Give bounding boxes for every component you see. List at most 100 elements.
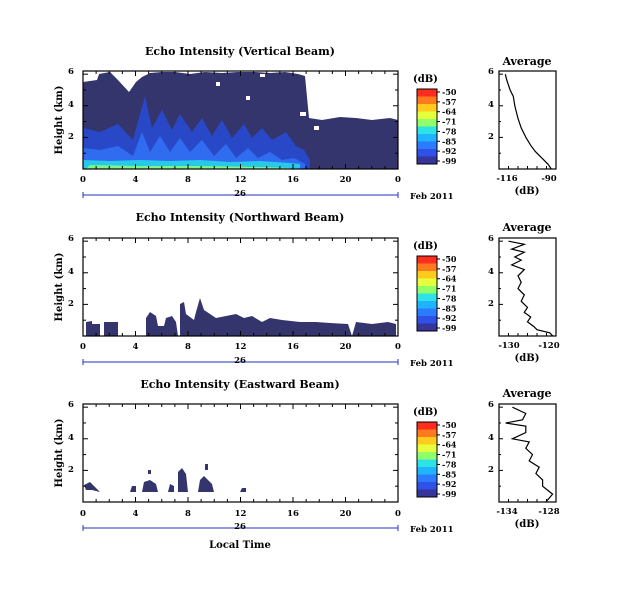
- date-axis: 26 Feb 2011: [82, 356, 454, 369]
- x-tick-label: -130: [498, 341, 519, 351]
- colorbar-band: [417, 474, 437, 483]
- average-profile-eastward: Average 6 4 2 -134 -128 (dB): [488, 387, 560, 530]
- average-x-label: (dB): [515, 353, 540, 364]
- data-gaps: [95, 72, 388, 130]
- x-ticks: 0 4 8 12 16 20 0: [80, 175, 401, 185]
- y-tick-label: 2: [68, 465, 74, 475]
- data-gap: [216, 82, 220, 86]
- colorbar-tick-label: -50: [442, 420, 457, 430]
- y-axis-label: Height (km): [54, 419, 65, 488]
- colorbar-tick-label: -85: [442, 469, 456, 479]
- colorbar-tick-label: -64: [442, 107, 457, 117]
- y-tick-label: 4: [488, 433, 494, 443]
- average-title: Average: [501, 387, 551, 400]
- x-tick-label: -120: [538, 341, 559, 351]
- y-ticks: 6 4 2: [68, 400, 74, 475]
- colorbar-band: [417, 271, 437, 279]
- colorbar-band: [417, 316, 437, 324]
- echo-coverage-area: [86, 298, 396, 336]
- echo-intensity-field: [83, 404, 398, 502]
- colorbar-tick-label: -50: [442, 87, 457, 97]
- x-tick-label: 0: [80, 509, 86, 519]
- colorbar-band: [417, 126, 437, 135]
- x-tick-label: -128: [538, 507, 559, 517]
- colorbar-band: [417, 104, 437, 112]
- y-axis-label: Height (km): [54, 253, 65, 322]
- average-frame: [498, 70, 557, 170]
- date-label: Feb 2011: [410, 192, 454, 202]
- colorbar-frame: [416, 88, 438, 165]
- colorbar-band: [417, 444, 437, 453]
- tick-marks: [82, 404, 399, 503]
- average-x-label: (dB): [515, 186, 540, 197]
- colorbar-band: [417, 141, 437, 150]
- colorbar-band: [417, 489, 437, 498]
- y-ticks: 6 4 2: [68, 234, 74, 309]
- tick-marks: [82, 71, 399, 170]
- date-mark: 26: [234, 356, 246, 366]
- data-gap: [121, 76, 127, 80]
- x-axis-label: Local Time: [209, 540, 271, 551]
- colorbar-band: [417, 256, 437, 264]
- x-ticks: 0 4 8 12 16 20 0: [80, 509, 401, 519]
- y-tick-label: 2: [488, 299, 494, 309]
- colorbar-vertical: (dB) -50-57-64-71-78-85-92-99: [413, 74, 457, 166]
- date-mark: 26: [234, 522, 246, 532]
- colorbar-band: [417, 156, 437, 165]
- colorbar-frame: [416, 421, 438, 498]
- echo-coverage-area: [84, 464, 246, 492]
- y-tick-label: 6: [68, 234, 74, 244]
- x-tick-label: 0: [395, 342, 401, 352]
- colorbar-tick-label: -85: [442, 136, 456, 146]
- y-tick-label: 6: [488, 400, 494, 410]
- panel-northward-beam: Echo Intensity (Northward Beam) Height (…: [54, 211, 454, 369]
- data-gap: [338, 90, 348, 98]
- tick-marks: [82, 238, 399, 337]
- colorbar-tick-label: -78: [442, 459, 457, 469]
- panel-eastward-beam: Echo Intensity (Eastward Beam) Height (k…: [54, 378, 454, 551]
- x-tick-label: 12: [235, 175, 247, 185]
- colorbar-tick-label: -50: [442, 254, 457, 264]
- y-tick-label: 2: [488, 132, 494, 142]
- colorbar-band: [417, 89, 437, 97]
- colorbar-tick-label: -71: [442, 117, 456, 127]
- x-tick-label: 12: [235, 342, 247, 352]
- colorbar-band: [417, 323, 437, 332]
- colorbar-band: [417, 96, 437, 105]
- colorbar-tick-label: -78: [442, 293, 457, 303]
- date-axis: 26 Feb 2011: [82, 189, 454, 202]
- average-profile-northward: Average 6 4 2 -130 -120 (dB): [488, 221, 560, 364]
- panel-vertical-beam: Echo Intensity (Vertical Beam) Height (k…: [54, 45, 454, 202]
- colorbar-band: [417, 429, 437, 438]
- x-tick-label: 16: [287, 342, 299, 352]
- average-frame: [498, 403, 557, 503]
- colorbar-label: (dB): [413, 241, 438, 252]
- colorbar-band: [417, 422, 437, 430]
- colorbar-band: [417, 111, 437, 120]
- x-tick-label: 12: [235, 509, 247, 519]
- colorbar-tick-label: -85: [442, 303, 456, 313]
- y-tick-label: 2: [68, 132, 74, 142]
- echo-intensity-field: [83, 71, 398, 169]
- y-axis-label: Height (km): [54, 86, 65, 155]
- y-tick-label: 4: [68, 433, 74, 443]
- colorbar-band: [417, 467, 437, 475]
- data-gap: [300, 112, 306, 116]
- y-tick-label: 4: [68, 100, 74, 110]
- colorbar-tick-label: -57: [442, 264, 456, 274]
- x-tick-label: 0: [80, 175, 86, 185]
- colorbar-tick-label: -78: [442, 126, 457, 136]
- colorbar-eastward: (dB) -50-57-64-71-78-85-92-99: [413, 407, 457, 499]
- colorbar-tick-label: -71: [442, 284, 456, 294]
- panel-title: Echo Intensity (Vertical Beam): [145, 45, 335, 58]
- y-tick-label: 4: [488, 267, 494, 277]
- colorbar-label: (dB): [413, 407, 438, 418]
- y-ticks: 6 4 2: [68, 67, 74, 142]
- echo-intensity-field: [83, 238, 398, 336]
- panel-title: Echo Intensity (Northward Beam): [136, 211, 345, 224]
- colorbar-tick-label: -92: [442, 479, 456, 489]
- y-tick-label: 6: [488, 234, 494, 244]
- y-tick-label: 4: [68, 267, 74, 277]
- average-x-label: (dB): [515, 519, 540, 530]
- average-title: Average: [501, 55, 551, 68]
